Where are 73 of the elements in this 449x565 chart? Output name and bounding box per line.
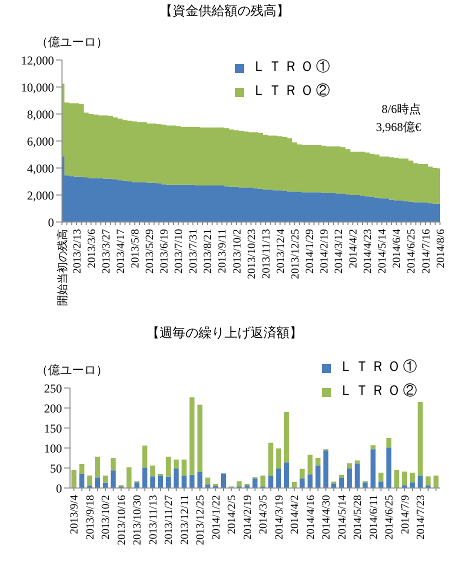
x-tick-label: 2014/4/16 — [304, 494, 317, 540]
x-tick-label: 2013/12/25 — [194, 494, 207, 546]
x-tick-label: 2014/6/4 — [391, 228, 404, 268]
chart-title: 【週毎の繰り上げ返済額】 — [146, 324, 304, 342]
x-tick-label: 2013/5/8 — [130, 228, 142, 268]
x-tick-label: 2014/5/14 — [376, 228, 389, 274]
x-tick-label: 2013/12/25 — [289, 228, 302, 280]
x-tick-label: 2014/8/6 — [434, 228, 447, 268]
y-tick-label: 200 — [44, 401, 62, 416]
x-tick-label: 2013/11/13 — [147, 494, 160, 545]
x-tick-label: 2013/3/6 — [86, 228, 98, 268]
x-tick-label: 2013/9/18 — [84, 494, 96, 540]
x-tick-label: 2013/10/2 — [100, 495, 112, 540]
x-tick-label: 2014/7/9 — [399, 494, 412, 534]
x-tick-label: 2013/4/17 — [114, 228, 127, 274]
y-tick-label: 50 — [50, 461, 62, 476]
y-tick-label: 100 — [44, 441, 62, 456]
x-tick-label: 2013/10/23 — [246, 228, 258, 280]
y-tick-label: 2,000 — [27, 188, 54, 202]
y-tick-label: 12,000 — [21, 53, 54, 68]
x-tick-label: 2014/4/2 — [348, 229, 360, 268]
x-tick-label: 2014/3/5 — [258, 494, 270, 534]
y-axis-title: （億ユーロ） — [36, 34, 108, 51]
x-tick-label: 2014/3/12 — [333, 229, 346, 274]
x-tick-label: 2013/3/27 — [100, 228, 112, 274]
x-tick-label: 開始当初の残高 — [56, 229, 69, 306]
x-tick-label: 2014/6/25 — [384, 494, 396, 540]
x-tick-label: 2014/7/16 — [420, 228, 432, 274]
x-tick-label: 2013/11/27 — [163, 494, 176, 545]
x-tick-label: 2013/7/31 — [188, 229, 200, 274]
y-tick-label: 8,000 — [27, 107, 54, 122]
y-tick-label: 150 — [44, 421, 62, 436]
y-tick-label: 0 — [48, 215, 54, 230]
x-tick-label: 2014/2/19 — [242, 494, 254, 540]
x-tick-label: 2014/4/2 — [289, 495, 302, 534]
x-tick-label: 2013/7/10 — [173, 228, 186, 274]
annotation: 8/6時点 — [380, 101, 421, 118]
legend-label: ＬＴＲＯ② — [252, 82, 332, 101]
legend-label: ＬＴＲＯ② — [339, 382, 419, 401]
legend-label: ＬＴＲＯ① — [252, 58, 332, 77]
x-tick-label: 2014/2/19 — [318, 228, 330, 274]
x-tick-label: 2014/5/14 — [336, 494, 348, 540]
x-tick-label: 2013/10/30 — [132, 494, 144, 546]
x-tick-label: 2014/5/28 — [352, 494, 364, 540]
chart-title: 【資金供給額の残高】 — [158, 2, 290, 20]
y-tick-label: 0 — [56, 481, 62, 496]
y-tick-label: 4,000 — [27, 161, 54, 176]
x-tick-label: 2013/10/2 — [231, 229, 244, 274]
legend-label: ＬＴＲＯ① — [339, 358, 419, 377]
x-tick-label: 2013/8/21 — [202, 229, 214, 274]
x-tick-label: 2013/5/29 — [144, 228, 156, 274]
y-axis-title: （億ユーロ） — [36, 362, 108, 379]
x-tick-label: 2014/6/11 — [368, 495, 380, 540]
x-tick-label: 2013/6/19 — [158, 228, 171, 274]
x-tick-label: 2014/4/23 — [362, 228, 374, 274]
x-tick-label: 2014/7/23 — [415, 494, 428, 540]
x-tick-label: 2013/9/11 — [216, 229, 229, 274]
x-tick-label: 2013/9/4 — [68, 494, 81, 534]
annotation: 3,968億€ — [376, 119, 421, 136]
x-tick-label: 2013/12/11 — [178, 495, 191, 545]
y-tick-label: 10,000 — [21, 80, 54, 94]
x-tick-label: 2013/11/13 — [260, 228, 272, 279]
y-tick-label: 6,000 — [27, 134, 54, 148]
x-tick-label: 2014/1/29 — [304, 228, 316, 274]
x-tick-label: 2014/3/19 — [273, 494, 286, 540]
x-tick-label: 2014/1/22 — [210, 495, 222, 540]
x-tick-label: 2013/10/16 — [116, 494, 128, 546]
x-tick-label: 2014/4/30 — [320, 494, 333, 540]
x-tick-label: 2013/12/4 — [274, 228, 287, 274]
x-tick-label: 2013/2/13 — [71, 228, 84, 274]
y-tick-label: 250 — [44, 381, 62, 396]
x-tick-label: 2014/6/25 — [406, 228, 418, 274]
x-tick-label: 2014/2/5 — [226, 494, 238, 534]
